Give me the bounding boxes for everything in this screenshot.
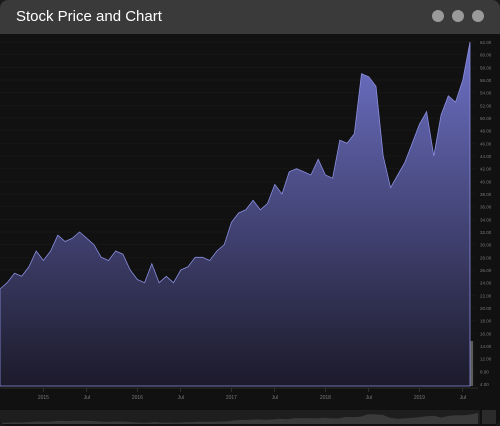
- y-tick-label: 34.00: [480, 217, 492, 222]
- navigator-series: [0, 413, 478, 424]
- x-tick-label: 2017: [226, 395, 237, 401]
- x-tick-label: Jul: [460, 395, 466, 401]
- y-tick-label: 28.00: [480, 255, 492, 260]
- y-tick-label: 14.00: [480, 344, 492, 349]
- price-area: [0, 41, 471, 387]
- y-tick-label: 60.00: [480, 53, 492, 58]
- y-tick-label: 38.00: [480, 192, 492, 197]
- y-tick-label: 46.00: [480, 141, 492, 146]
- y-tick-label: 26.00: [480, 268, 492, 273]
- y-axis: 4.00 8.00 12.00 14.00 16.00 18.00 20.00 22.00 24…: [480, 40, 492, 387]
- y-tick-label: 4.00: [480, 382, 489, 387]
- y-tick-label: 44.00: [480, 154, 492, 159]
- y-tick-label: 48.00: [480, 129, 492, 134]
- window-button[interactable]: [452, 10, 464, 22]
- window-button[interactable]: [472, 10, 484, 22]
- window-title: Stock Price and Chart: [16, 8, 162, 25]
- y-tick-label: 32.00: [480, 230, 492, 235]
- y-tick-label: 12.00: [480, 357, 492, 362]
- y-tick-label: 22.00: [480, 293, 492, 298]
- y-tick-label: 36.00: [480, 205, 492, 210]
- x-tick-label: Jul: [178, 395, 184, 401]
- y-tick-label: 50.00: [480, 116, 492, 121]
- y-tick-label: 20.00: [480, 306, 492, 311]
- stock-chart: 4.00 8.00 12.00 14.00 16.00 18.00 20.00 22.00 24…: [0, 34, 500, 426]
- y-tick-label: 58.00: [480, 65, 492, 70]
- y-tick-label: 24.00: [480, 281, 492, 286]
- y-tick-label: 18.00: [480, 319, 492, 324]
- window-button[interactable]: [432, 10, 444, 22]
- y-tick-label: 40.00: [480, 179, 492, 184]
- y-tick-label: 62.00: [480, 40, 492, 45]
- y-tick-label: 8.00: [480, 369, 489, 374]
- title-bar: Stock Price and Chart: [0, 0, 500, 34]
- y-tick-label: 16.00: [480, 331, 492, 336]
- x-axis: 2015 Jul 2016 Jul 2017 Jul 2018 Jul 2019 Jul: [38, 388, 466, 401]
- x-tick-label: Jul: [366, 395, 372, 401]
- x-tick-label: 2019: [414, 395, 425, 401]
- navigator-scrollbar[interactable]: [482, 410, 496, 424]
- x-tick-label: 2018: [320, 395, 331, 401]
- y-tick-label: 52.00: [480, 103, 492, 108]
- x-tick-label: Jul: [84, 395, 90, 401]
- x-tick-label: Jul: [272, 395, 278, 401]
- y-tick-label: 42.00: [480, 167, 492, 172]
- x-tick-label: 2016: [132, 395, 143, 401]
- y-tick-label: 56.00: [480, 78, 492, 83]
- x-tick-label: 2015: [38, 395, 49, 401]
- y-tick-label: 30.00: [480, 243, 492, 248]
- y-tick-label: 54.00: [480, 91, 492, 96]
